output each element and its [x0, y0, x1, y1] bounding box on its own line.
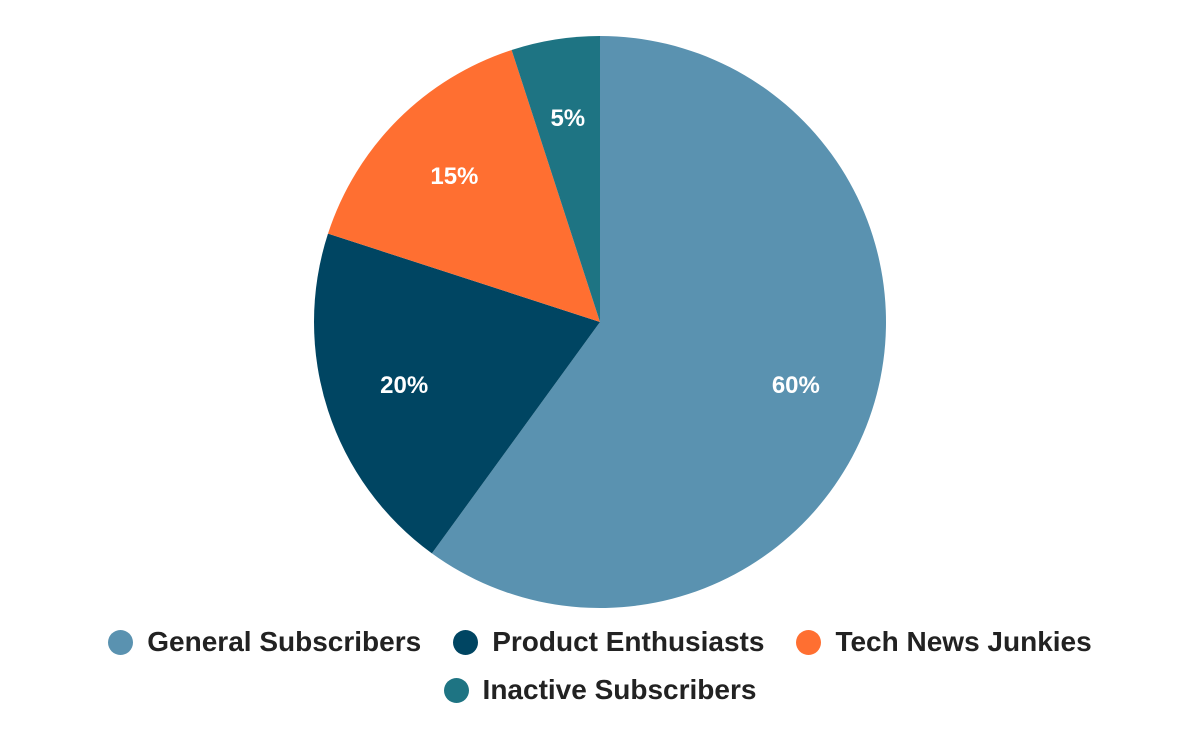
slice-labels: 60% 20% 15% 5%	[380, 105, 820, 399]
pie-slice-inactive-subscribers	[511, 36, 600, 322]
pie-slice-tech-news-junkies	[327, 49, 600, 323]
legend-marker-icon	[108, 629, 134, 655]
pie-slices	[314, 36, 887, 608]
legend-label: Product Enthusiasts	[492, 626, 765, 657]
slice-value-label: 60%	[772, 372, 820, 399]
legend-marker-icon	[443, 677, 469, 703]
legend-item[interactable]: Inactive Subscribers	[443, 674, 757, 706]
pie-slice-product-enthusiasts	[314, 233, 600, 554]
slice-value-label: 15%	[430, 163, 478, 190]
legend: General Subscribers Product Enthusiasts Te…	[0, 626, 1200, 706]
legend-label: General Subscribers	[147, 626, 422, 657]
pie-slice-general-subscribers	[431, 36, 887, 608]
slice-value-label: 20%	[380, 372, 428, 399]
legend-label: Tech News Junkies	[835, 626, 1092, 657]
slice-value-label: 5%	[550, 105, 585, 132]
legend-label: Inactive Subscribers	[482, 674, 757, 705]
legend-item[interactable]: Tech News Junkies	[796, 626, 1092, 658]
legend-item[interactable]: General Subscribers	[108, 626, 421, 658]
legend-item[interactable]: Product Enthusiasts	[453, 626, 764, 658]
legend-marker-icon	[453, 629, 479, 655]
legend-marker-icon	[796, 629, 822, 655]
